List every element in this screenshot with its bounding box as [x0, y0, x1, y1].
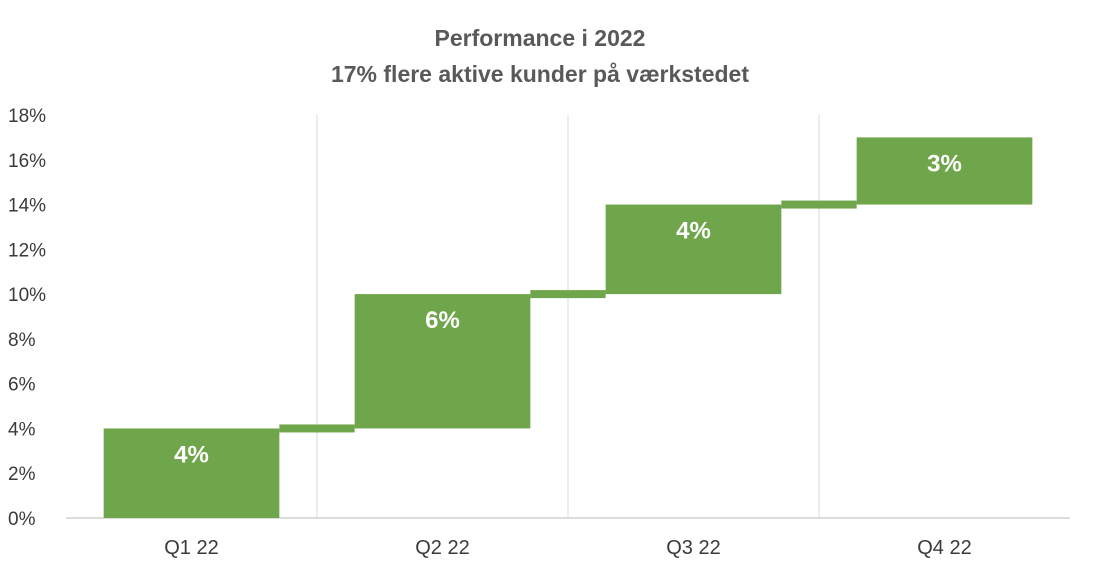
x-axis: Q1 22 Q2 22 Q3 22 Q4 22 [66, 517, 1070, 559]
x-tick-label: Q4 22 [917, 537, 971, 559]
bar [103, 428, 280, 518]
y-axis: 0% 2% 4% 6% 8% 10% 12% 14% 16% 18% [8, 106, 46, 530]
connector-line [781, 200, 857, 209]
chart-subtitle: 17% flere aktive kunder på værkstedet [331, 61, 749, 87]
x-tick-label: Q1 22 [164, 537, 218, 559]
data-labels: 4% 6% 4% 3% [174, 150, 962, 468]
connector-line [530, 290, 606, 299]
bar [605, 204, 782, 295]
data-label: 3% [927, 150, 962, 177]
gridlines [316, 115, 820, 518]
y-tick-label: 12% [8, 240, 46, 261]
bars [103, 137, 1033, 518]
chart-title: Performance i 2022 [435, 25, 646, 51]
y-tick-label: 14% [8, 196, 46, 217]
x-tick-label: Q3 22 [666, 537, 720, 559]
y-tick-label: 0% [8, 509, 36, 530]
y-tick-label: 18% [8, 106, 46, 127]
y-tick-label: 6% [8, 375, 36, 396]
data-label: 6% [425, 307, 460, 334]
bar [354, 294, 531, 429]
y-tick-label: 8% [8, 330, 36, 351]
connector-lines [279, 200, 857, 433]
x-tick-label: Q2 22 [415, 537, 469, 559]
data-label: 4% [676, 218, 711, 245]
connector-line [279, 424, 355, 433]
data-label: 4% [174, 441, 209, 468]
y-tick-label: 16% [8, 151, 46, 172]
y-tick-label: 10% [8, 285, 46, 306]
bar [856, 137, 1033, 205]
y-tick-label: 2% [8, 464, 36, 485]
y-tick-label: 4% [8, 419, 36, 440]
